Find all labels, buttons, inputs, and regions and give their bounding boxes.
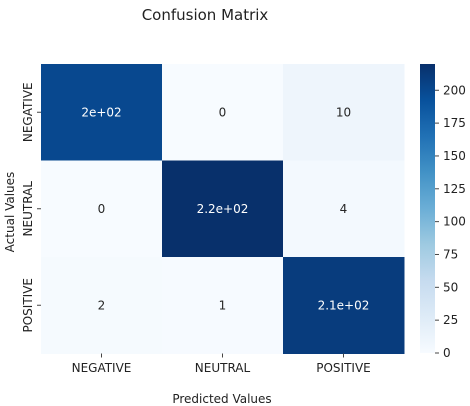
x-axis: NEGATIVE NEUTRAL POSITIVE bbox=[72, 353, 371, 375]
chart-title: Confusion Matrix bbox=[142, 6, 269, 24]
y-axis-label: Actual Values bbox=[3, 172, 17, 253]
x-tick-label-negative: NEGATIVE bbox=[72, 361, 132, 375]
y-axis: NEGATIVE NEUTRAL POSITIVE bbox=[21, 82, 41, 333]
colorbar-tick-label-25: 25 bbox=[443, 313, 458, 327]
colorbar-tick-label-100: 100 bbox=[443, 215, 466, 229]
heatmap-cell-r2-c2 bbox=[283, 257, 405, 354]
heatmap-cells bbox=[41, 64, 405, 354]
colorbar bbox=[420, 64, 435, 353]
heatmap-cell-r1-c2 bbox=[283, 160, 405, 258]
cell-label-r2-c1: 1 bbox=[219, 298, 227, 312]
cell-label-r2-c2: 2.1e+02 bbox=[318, 298, 370, 312]
cell-label-r0-c2: 10 bbox=[336, 105, 351, 119]
heatmap-cell-labels: 2e+02 0 10 0 2.2e+02 4 2 1 2.1e+02 bbox=[81, 105, 369, 312]
heatmap-cell-r0-c1 bbox=[162, 64, 284, 161]
cell-label-r1-c2: 4 bbox=[340, 202, 348, 216]
colorbar-ticks: 0 25 50 75 100 125 150 175 200 bbox=[435, 83, 466, 360]
y-tick-label-negative: NEGATIVE bbox=[21, 82, 35, 142]
colorbar-tick-label-75: 75 bbox=[443, 247, 458, 261]
x-tick-label-positive: POSITIVE bbox=[316, 361, 371, 375]
x-axis-label: Predicted Values bbox=[172, 392, 271, 406]
heatmap-cell-r0-c0 bbox=[41, 64, 163, 161]
heatmap-cell-r2-c0 bbox=[41, 257, 163, 354]
cell-label-r0-c1: 0 bbox=[219, 105, 227, 119]
cell-label-r1-c0: 0 bbox=[98, 202, 106, 216]
colorbar-tick-label-50: 50 bbox=[443, 280, 458, 294]
heatmap-cell-r2-c1 bbox=[162, 257, 284, 354]
heatmap-cell-r1-c0 bbox=[41, 160, 163, 258]
colorbar-tick-label-150: 150 bbox=[443, 149, 466, 163]
y-tick-label-positive: POSITIVE bbox=[21, 278, 35, 333]
y-tick-label-neutral: NEUTRAL bbox=[21, 181, 35, 237]
x-tick-label-neutral: NEUTRAL bbox=[195, 361, 251, 375]
heatmap-cell-r1-c1 bbox=[162, 160, 284, 258]
cell-label-r2-c0: 2 bbox=[98, 298, 106, 312]
heatmap-cell-r0-c2 bbox=[283, 64, 405, 161]
colorbar-tick-label-0: 0 bbox=[443, 346, 451, 360]
colorbar-tick-label-125: 125 bbox=[443, 182, 466, 196]
colorbar-tick-label-200: 200 bbox=[443, 83, 466, 97]
cell-label-r0-c0: 2e+02 bbox=[81, 105, 121, 119]
colorbar-tick-label-175: 175 bbox=[443, 116, 466, 130]
cell-label-r1-c1: 2.2e+02 bbox=[197, 202, 249, 216]
